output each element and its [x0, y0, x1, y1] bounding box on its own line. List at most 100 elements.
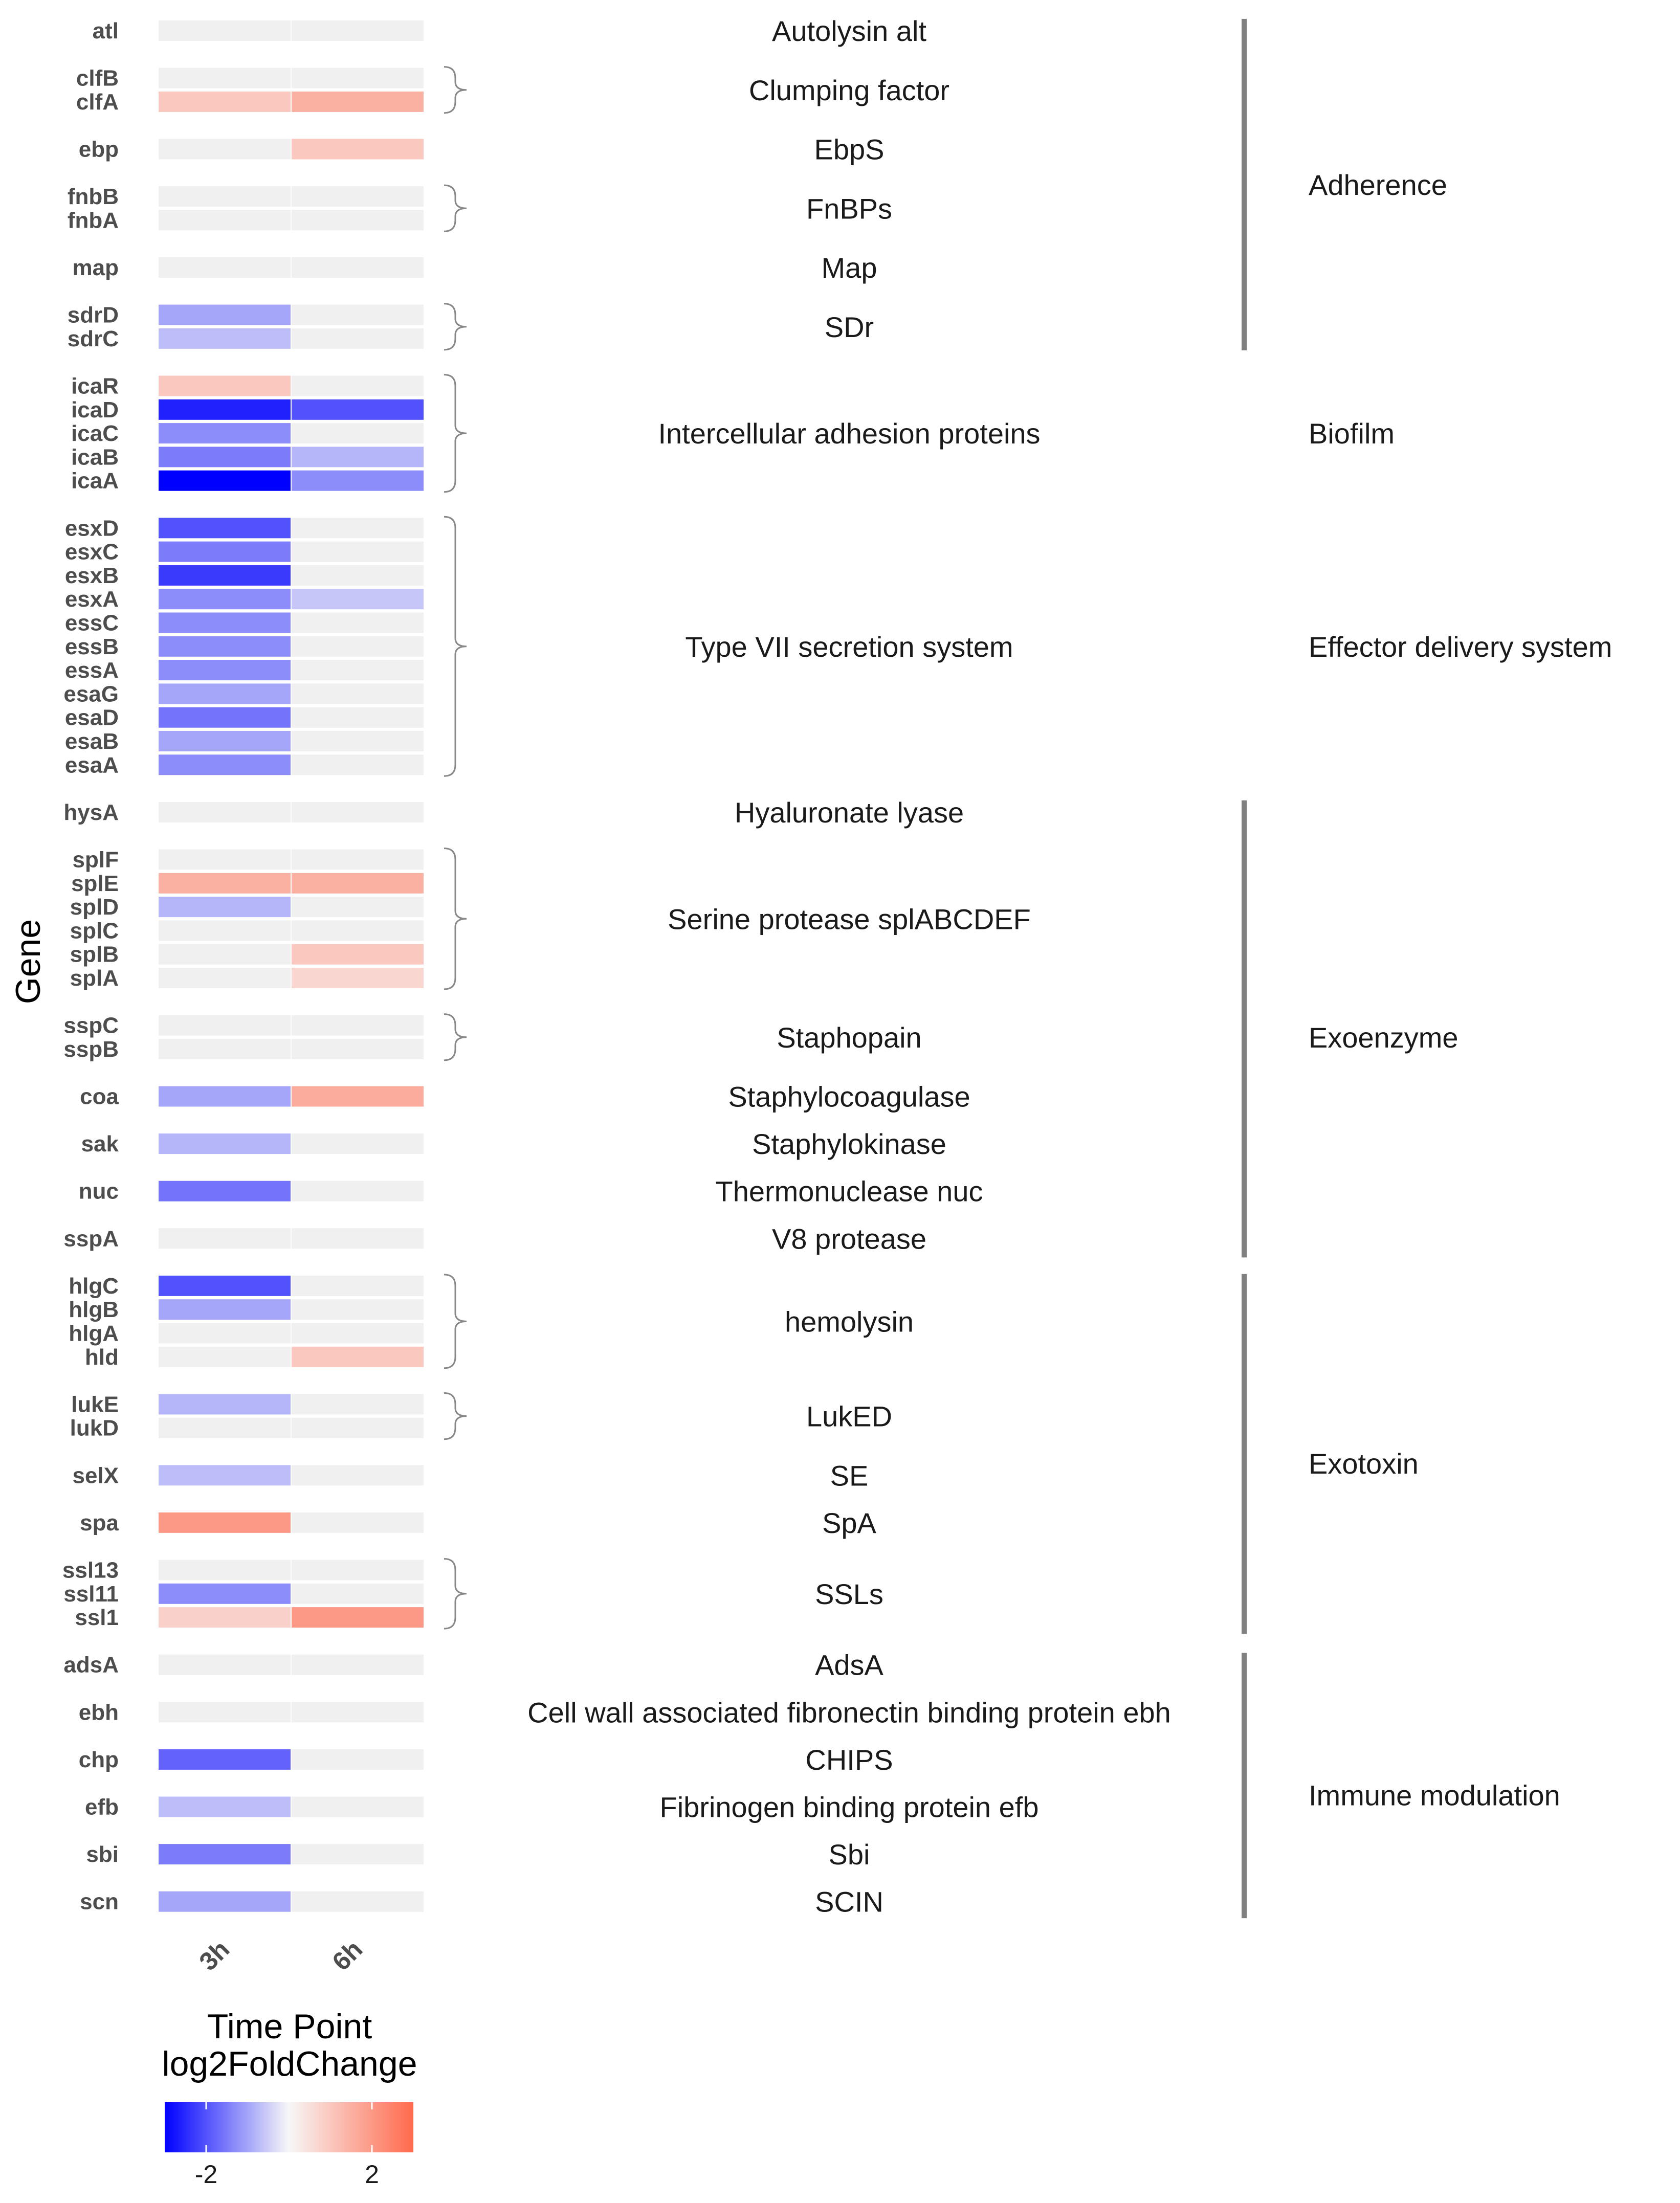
gene-label: hld: [85, 1345, 119, 1370]
gene-label: esxC: [65, 540, 119, 565]
gene-label: splD: [70, 895, 119, 920]
gene-label: esxB: [65, 563, 119, 588]
heatmap-cell-hlgB-6h: [292, 1299, 424, 1320]
heatmap-cell-lukE-3h: [159, 1394, 291, 1415]
legend-title: log2FoldChange: [162, 2044, 417, 2083]
gene-description: AdsA: [815, 1649, 883, 1681]
heatmap-cell-esxA-6h: [292, 589, 424, 610]
gene-label: essA: [65, 658, 119, 683]
gene-description: Thermonuclease nuc: [716, 1175, 983, 1208]
gene-label: lukD: [70, 1416, 119, 1441]
heatmap-cell-ssl13-3h: [159, 1560, 291, 1581]
heatmap-cell-map-6h: [292, 257, 424, 278]
gene-description: FnBPs: [806, 192, 892, 225]
heatmap-cell-hysA-3h: [159, 802, 291, 822]
heatmap-cell-esaB-6h: [292, 731, 424, 751]
category-label: Biofilm: [1309, 417, 1395, 450]
heatmap-cell-spa-3h: [159, 1512, 291, 1533]
gene-label: ssl11: [63, 1582, 119, 1607]
heatmap-cell-icaA-3h: [159, 470, 291, 491]
heatmap-cell-essB-3h: [159, 636, 291, 657]
gene-label: essB: [65, 634, 119, 659]
heatmap-cell-ebh-3h: [159, 1702, 291, 1723]
gene-label: map: [73, 255, 119, 280]
heatmap-cell-nuc-6h: [292, 1181, 424, 1201]
heatmap-cell-chp-6h: [292, 1749, 424, 1770]
heatmap-cell-fnbA-6h: [292, 210, 424, 231]
heatmap-cell-splD-3h: [159, 897, 291, 918]
gene-label: splA: [70, 966, 119, 991]
heatmap-cell-essB-6h: [292, 636, 424, 657]
heatmap-cell-splE-6h: [292, 873, 424, 894]
gene-label: adsA: [63, 1653, 119, 1678]
gene-description: Fibrinogen binding protein efb: [660, 1791, 1039, 1823]
gene-label: esaG: [63, 681, 119, 706]
heatmap-cell-icaC-3h: [159, 423, 291, 444]
heatmap-cell-ssl11-3h: [159, 1583, 291, 1604]
heatmap-cell-hld-3h: [159, 1346, 291, 1367]
y-axis-title: Gene: [9, 919, 48, 1004]
gene-label: hlgC: [69, 1274, 119, 1299]
group-brace: [444, 1392, 467, 1440]
gene-label: efb: [85, 1795, 119, 1820]
gene-label: hlgA: [69, 1321, 119, 1346]
gene-label: sbi: [86, 1842, 119, 1867]
gene-description: Map: [822, 252, 877, 284]
heatmap-cell-efb-3h: [159, 1796, 291, 1817]
heatmap-cell-esxC-3h: [159, 541, 291, 562]
heatmap-cell-esaA-6h: [292, 754, 424, 775]
heatmap-cell-hld-6h: [292, 1346, 424, 1367]
heatmap-cell-hlgA-6h: [292, 1323, 424, 1344]
heatmap-cell-ebp-3h: [159, 139, 291, 160]
heatmap-cell-splC-6h: [292, 920, 424, 941]
gene-description: Staphylocoagulase: [728, 1081, 970, 1113]
heatmap-cell-selX-3h: [159, 1465, 291, 1486]
gene-label: scn: [80, 1889, 119, 1915]
heatmap-cell-sak-3h: [159, 1133, 291, 1154]
gene-label: icaA: [71, 469, 119, 494]
gene-label: sspB: [63, 1037, 119, 1062]
heatmap-cell-hlgB-3h: [159, 1299, 291, 1320]
gene-label: esaB: [65, 729, 119, 754]
heatmap-cell-essC-3h: [159, 612, 291, 633]
gene-description: Hyaluronate lyase: [735, 796, 964, 829]
gene-label: clfA: [76, 90, 119, 115]
heatmap-cell-sak-6h: [292, 1133, 424, 1154]
heatmap-cell-sdrC-6h: [292, 328, 424, 349]
heatmap-cell-ssl11-6h: [292, 1583, 424, 1604]
gene-label: chp: [79, 1747, 119, 1772]
heatmap-cell-sbi-3h: [159, 1844, 291, 1865]
gene-label: nuc: [79, 1179, 119, 1204]
gene-label: ebp: [79, 137, 119, 162]
heatmap-cell-map-3h: [159, 257, 291, 278]
heatmap-cell-scn-6h: [292, 1891, 424, 1912]
heatmap-cell-clfA-6h: [292, 91, 424, 112]
gene-description: SCIN: [815, 1886, 883, 1918]
gene-label: esxA: [65, 587, 119, 612]
group-brace: [444, 374, 467, 493]
gene-description: SSLs: [815, 1578, 883, 1610]
heatmap-cell-lukD-3h: [159, 1417, 291, 1438]
heatmap-cell-coa-3h: [159, 1086, 291, 1107]
gene-label: coa: [80, 1084, 119, 1109]
heatmap-cell-atl-3h: [159, 20, 291, 41]
color-legend: log2FoldChange -2 2: [162, 2044, 417, 2189]
gene-label: sspC: [63, 1013, 119, 1038]
heatmap-cell-lukE-6h: [292, 1394, 424, 1415]
legend-tick-label: 2: [365, 2160, 379, 2189]
gene-label: icaR: [71, 374, 119, 399]
gene-description: SDr: [825, 311, 874, 343]
gene-label: icaD: [71, 397, 119, 422]
group-brace: [444, 303, 467, 351]
heatmap-cell-icaR-6h: [292, 375, 424, 396]
category-label: Effector delivery system: [1309, 631, 1612, 663]
heatmap-cell-spa-6h: [292, 1512, 424, 1533]
heatmap-cell-icaR-3h: [159, 375, 291, 396]
gene-label: splF: [73, 848, 119, 873]
legend-tick-label: -2: [195, 2160, 217, 2189]
heatmap-cell-essC-6h: [292, 612, 424, 633]
gene-description: Sbi: [829, 1838, 870, 1871]
heatmap-cell-coa-6h: [292, 1086, 424, 1107]
heatmap-cell-esaD-3h: [159, 707, 291, 728]
heatmap-cell-splB-3h: [159, 944, 291, 965]
